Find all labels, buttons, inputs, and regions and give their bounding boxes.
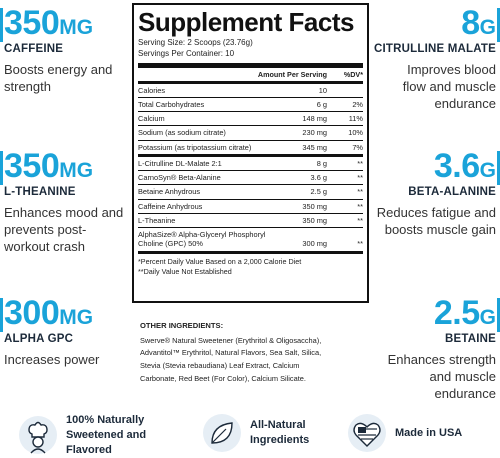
- us-flag-icon: [348, 414, 386, 452]
- supplement-facts-panel: Supplement Facts Serving Size: 2 Scoops …: [132, 3, 369, 303]
- ingredients-line: Advantitol™ Erythritol, Natural Flavors,…: [140, 348, 322, 358]
- badge-naturally-sweetened: 100% Naturally Sweetened and Flavored: [18, 413, 146, 458]
- ingredients-line: Swerve® Natural Sweetener (Erythritol & …: [140, 335, 322, 345]
- stat-description: Boosts energy and strength: [4, 62, 113, 94]
- badge-text: 100% Naturally Sweetened and Flavored: [66, 414, 147, 456]
- header-dv: %DV*: [343, 69, 363, 79]
- stat-name: CAFFEINE: [4, 43, 64, 55]
- stat-value: 3.6G: [433, 147, 496, 185]
- accent-bar: [0, 298, 3, 332]
- facts-row: Betaine Anhydrous 2.5 g **: [138, 184, 363, 198]
- accent-bar: [497, 8, 500, 42]
- stat-description: Reduces fatigue and boosts muscle gain: [376, 205, 496, 237]
- facts-row: Sodium (as sodium citrate) 230 mg 10%: [138, 125, 363, 139]
- accent-bar: [0, 151, 3, 185]
- stat-value: 8G: [461, 4, 496, 42]
- facts-row: Caffeine Anhydrous 350 mg **: [138, 198, 363, 213]
- stat-value: 300MG: [4, 294, 94, 332]
- other-ingredients: OTHER INGREDIENTS: Swerve® Natural Sweet…: [140, 320, 370, 385]
- stat-value: 350MG: [4, 4, 94, 42]
- facts-row-alpha-gpc: AlphaSize® Alpha-Glyceryl Phosphoryl Chol…: [138, 227, 363, 251]
- stat-caffeine: 350MG CAFFEINE Boosts energy and strengt…: [0, 4, 129, 96]
- header-amount: Amount Per Serving: [257, 69, 327, 79]
- divider: [138, 80, 363, 84]
- stat-betaine: 2.5G BETAINE Enhances strength and muscl…: [371, 294, 500, 403]
- facts-row: Calories 10: [138, 85, 327, 95]
- accent-bar: [497, 151, 500, 185]
- divider: [138, 250, 363, 254]
- stat-description: Increases power: [4, 352, 100, 367]
- other-ingredients-heading: OTHER INGREDIENTS:: [140, 321, 224, 330]
- stat-description: Enhances mood and prevents post-workout …: [4, 205, 124, 254]
- servings-per-container: Servings Per Container: 10: [138, 48, 235, 58]
- ingredients-line: Stevia (Stevia rebaudiana) Leaf Extract,…: [140, 361, 300, 371]
- stat-l-theanine: 350MG L-THEANINE Enhances mood and preve…: [0, 147, 129, 256]
- chef-icon: [19, 416, 57, 455]
- badge-text: Made in USA: [395, 426, 463, 439]
- facts-row: Calcium 148 mg 11%: [138, 111, 363, 125]
- serving-size: Serving Size: 2 Scoops (23.76g): [138, 38, 253, 47]
- facts-row: Potassium (as tripotassium citrate) 345 m…: [138, 139, 363, 154]
- stat-beta-alanine: 3.6G BETA-ALANINE Reduces fatigue and bo…: [371, 147, 500, 239]
- divider: [138, 62, 363, 68]
- stat-name: BETAINE: [444, 333, 496, 345]
- leaf-icon: [203, 414, 241, 452]
- accent-bar: [0, 8, 3, 42]
- badge-made-in-usa: Made in USA: [347, 413, 462, 453]
- facts-header-row: Amount Per Serving %DV*: [138, 68, 363, 81]
- facts-footnotes: *Percent Daily Value Based on a 2,000 Ca…: [138, 256, 302, 277]
- facts-row: L-Citrulline DL-Malate 2:1 8 g **: [138, 153, 363, 170]
- stat-name: L-THEANINE: [4, 186, 76, 198]
- badge-all-natural: All-Natural Ingredients: [202, 413, 309, 453]
- facts-row: Total Carbohydrates 6 g 2%: [138, 96, 363, 111]
- badge-text: All-Natural Ingredients: [250, 419, 310, 446]
- accent-bar: [497, 298, 500, 332]
- stat-description: Improves blood flow and muscle endurance: [402, 62, 496, 111]
- facts-row: L-Theanine 350 mg **: [138, 212, 363, 227]
- stat-value: 350MG: [4, 147, 94, 185]
- facts-title: Supplement Facts: [138, 7, 354, 37]
- stat-description: Enhances strength and muscle endurance: [387, 352, 496, 401]
- stat-citrulline-malate: 8G CITRULLINE MALATE Improves blood flow…: [371, 4, 500, 113]
- ingredients-line: Carbonate, Red Beet (For Color), Calcium…: [140, 373, 306, 383]
- facts-row: CarnoSyn® Beta-Alanine 3.6 g **: [138, 170, 363, 184]
- stat-name: CITRULLINE MALATE: [373, 43, 496, 55]
- stat-name: BETA-ALANINE: [408, 186, 496, 198]
- stat-alpha-gpc: 300MG ALPHA GPC Increases power: [0, 294, 129, 369]
- stat-value: 2.5G: [433, 294, 496, 332]
- stat-name: ALPHA GPC: [4, 333, 74, 345]
